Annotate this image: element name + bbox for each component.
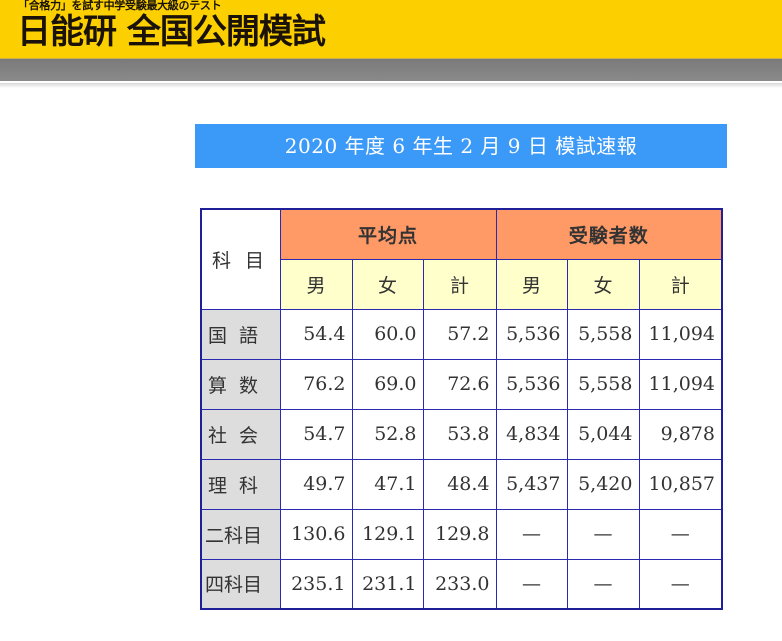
page-title: 2020 年度 6 年生 2 月 9 日 模試速報 <box>195 124 727 168</box>
count-female-cell: 5,558 <box>566 308 640 360</box>
subject-cell: 二科目 <box>200 508 281 560</box>
avg-female-cell: 231.1 <box>351 558 424 610</box>
table-row: 四科目 235.1 231.1 233.0 — — — <box>200 558 723 610</box>
avg-male-cell: 76.2 <box>279 358 353 410</box>
count-male-cell: 5,437 <box>495 458 568 510</box>
nav-bar <box>0 58 782 81</box>
average-score-header: 平均点 <box>279 208 497 260</box>
count-total-cell: — <box>638 508 723 560</box>
avg-total-cell: 48.4 <box>422 458 497 510</box>
count-total-cell: — <box>638 558 723 610</box>
count-male-cell: — <box>495 508 568 560</box>
avg-total-cell: 57.2 <box>422 308 497 360</box>
subject-cell: 算 数 <box>200 358 281 410</box>
results-table: 科 目 平均点 受験者数 男 女 計 男 女 計 国 語 54.4 60.0 5… <box>200 208 723 610</box>
avg-male-header: 男 <box>279 258 353 310</box>
count-male-cell: 5,536 <box>495 358 568 410</box>
avg-female-cell: 69.0 <box>351 358 424 410</box>
subject-cell: 四科目 <box>200 558 281 610</box>
count-female-cell: 5,558 <box>566 358 640 410</box>
count-male-cell: — <box>495 558 568 610</box>
avg-male-cell: 49.7 <box>279 458 353 510</box>
subject-cell: 社 会 <box>200 408 281 460</box>
table-row: 国 語 54.4 60.0 57.2 5,536 5,558 11,094 <box>200 308 723 360</box>
subject-column-header: 科 目 <box>200 208 281 310</box>
group-header-row: 科 目 平均点 受験者数 <box>200 208 723 310</box>
table-row: 理 科 49.7 47.1 48.4 5,437 5,420 10,857 <box>200 458 723 510</box>
count-female-cell: 5,420 <box>566 458 640 510</box>
brand-logo[interactable]: 日能研 全国公開模試 <box>17 12 326 52</box>
count-female-header: 女 <box>566 258 640 310</box>
avg-male-cell: 54.4 <box>279 308 353 360</box>
avg-total-cell: 72.6 <box>422 358 497 410</box>
subject-cell: 国 語 <box>200 308 281 360</box>
nav-divider <box>0 83 782 88</box>
examinee-count-header: 受験者数 <box>495 208 723 260</box>
count-total-cell: 9,878 <box>638 408 723 460</box>
avg-total-cell: 233.0 <box>422 558 497 610</box>
count-female-cell: 5,044 <box>566 408 640 460</box>
subject-cell: 理 科 <box>200 458 281 510</box>
tagline: 「合格力」を試す中学受験最大級のテスト <box>18 0 222 12</box>
count-male-cell: 4,834 <box>495 408 568 460</box>
avg-total-cell: 53.8 <box>422 408 497 460</box>
table-row: 社 会 54.7 52.8 53.8 4,834 5,044 9,878 <box>200 408 723 460</box>
count-total-cell: 11,094 <box>638 358 723 410</box>
table-row: 二科目 130.6 129.1 129.8 — — — <box>200 508 723 560</box>
avg-female-cell: 60.0 <box>351 308 424 360</box>
avg-total-cell: 129.8 <box>422 508 497 560</box>
count-male-header: 男 <box>495 258 568 310</box>
count-total-cell: 11,094 <box>638 308 723 360</box>
avg-male-cell: 54.7 <box>279 408 353 460</box>
count-female-cell: — <box>566 508 640 560</box>
count-female-cell: — <box>566 558 640 610</box>
avg-female-header: 女 <box>351 258 424 310</box>
count-total-cell: 10,857 <box>638 458 723 510</box>
site-header: 「合格力」を試す中学受験最大級のテスト 日能研 全国公開模試 <box>0 0 782 58</box>
sub-header-row: 男 女 計 男 女 計 <box>201 258 723 310</box>
avg-male-cell: 130.6 <box>279 508 353 560</box>
avg-female-cell: 47.1 <box>351 458 424 510</box>
table-row: 算 数 76.2 69.0 72.6 5,536 5,558 11,094 <box>200 358 723 410</box>
avg-total-header: 計 <box>422 258 497 310</box>
count-total-header: 計 <box>638 258 723 310</box>
count-male-cell: 5,536 <box>495 308 568 360</box>
avg-male-cell: 235.1 <box>279 558 353 610</box>
avg-female-cell: 52.8 <box>351 408 424 460</box>
avg-female-cell: 129.1 <box>351 508 424 560</box>
